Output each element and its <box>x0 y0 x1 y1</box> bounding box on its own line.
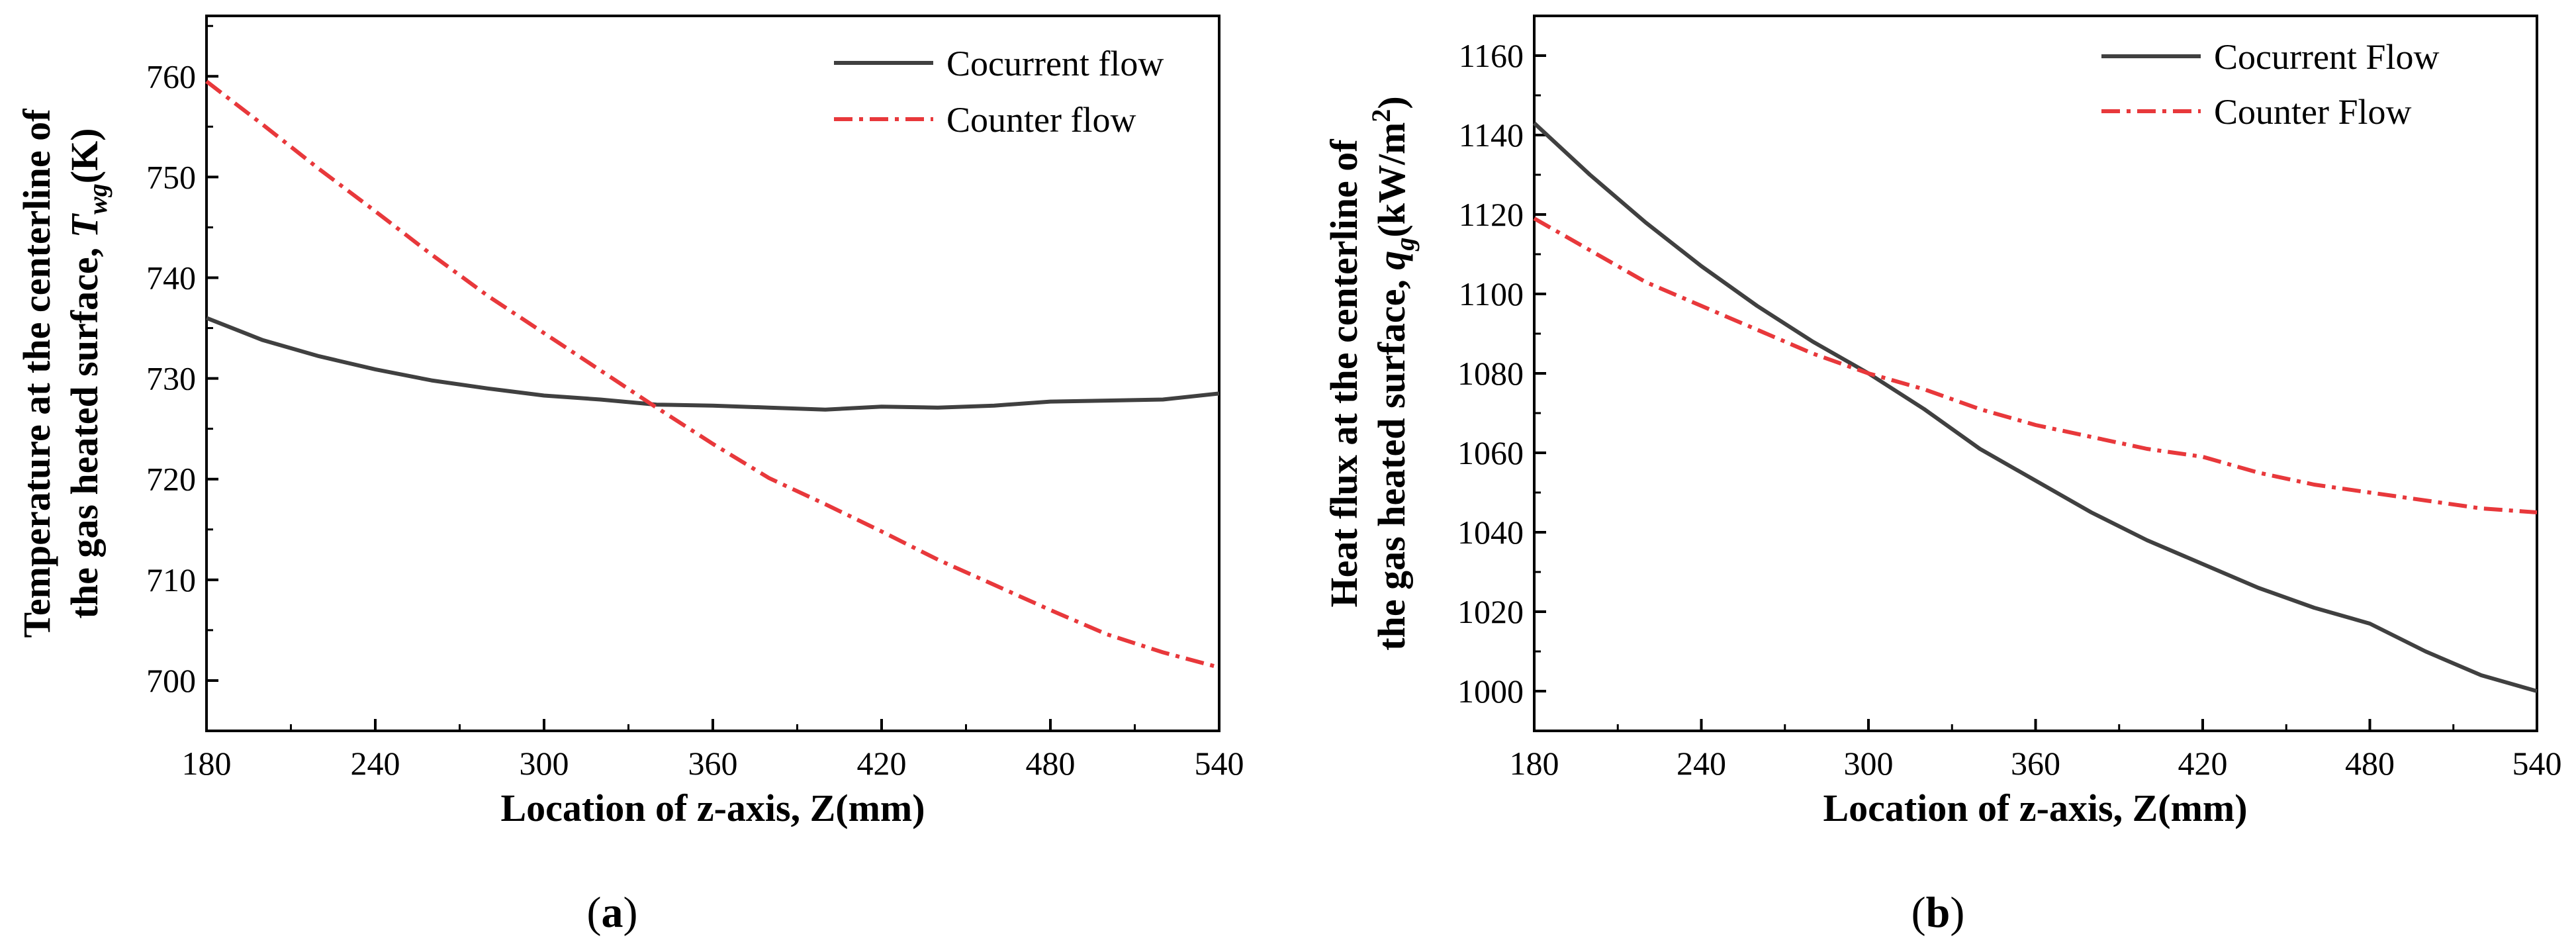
y-tick-label: 760 <box>146 58 196 95</box>
y-tick-label: 720 <box>146 461 196 498</box>
y-axis-label-b-line2: the gas heated surface, qg(kW/m2) <box>1366 96 1420 650</box>
x-tick-label: 540 <box>2512 745 2562 782</box>
caption-b: (b) <box>1911 888 1965 937</box>
legend-a-cocurrent-label: Cocurrent flow <box>946 44 1164 83</box>
y-axis-label-b-prefix: the gas heated surface, <box>1370 270 1413 651</box>
y-tick-label: 710 <box>146 561 196 598</box>
y-axis-label-b-line1: Heat flux at the centerline of <box>1322 139 1365 608</box>
series-line-counter-flow <box>205 79 1220 670</box>
y-axis-label-a-line1: Temperature at the centerline of <box>15 109 58 638</box>
x-tick-label: 240 <box>351 745 400 782</box>
y-tick-label: 1040 <box>1457 514 1524 551</box>
legend-b-counter-label: Counter Flow <box>2214 92 2412 132</box>
legend-b-cocurrent-label: Cocurrent Flow <box>2214 37 2439 77</box>
y-tick-label: 700 <box>146 662 196 699</box>
y-axis-label-a: Temperature at the centerline of the gas… <box>15 109 113 638</box>
x-tick-label: 180 <box>1510 745 1559 782</box>
x-tick-label: 240 <box>1677 745 1726 782</box>
y-axis-label-a-prefix: the gas heated surface, <box>63 238 106 618</box>
y-axis-label-a-subscript: wg <box>83 183 113 214</box>
y-axis-label-b-unit: (kW/m <box>1370 122 1413 238</box>
x-tick-label: 180 <box>182 745 232 782</box>
x-tick-label: 480 <box>1026 745 1076 782</box>
y-axis-label-b: Heat flux at the centerline of the gas h… <box>1322 96 1420 650</box>
legend-b: Cocurrent Flow Counter Flow <box>2101 37 2439 132</box>
y-axis-label-b-superscript: 2 <box>1366 109 1396 122</box>
y-tick-label: 1160 <box>1459 37 1524 74</box>
y-axis-label-b-close: ) <box>1370 96 1413 109</box>
x-tick-label: 480 <box>2345 745 2395 782</box>
x-axis-label-a: Location of z-axis, Z(mm) <box>500 786 925 830</box>
panel-b: 180 240 300 360 420 480 540 1000 1020 1040 1060 108… <box>1322 15 2562 937</box>
y-axis-label-a-symbol: T <box>63 213 106 238</box>
series-line-counter-flow <box>1533 216 2538 514</box>
y-tick-label: 1020 <box>1457 593 1524 630</box>
series-line-cocurrent-flow <box>1532 121 2538 693</box>
ticks-a: 180 240 300 360 420 480 540 700 710 720 730 740 750 7… <box>146 24 1244 782</box>
x-tick-label: 300 <box>520 745 569 782</box>
series-b <box>1532 121 2538 693</box>
y-tick-label: 1080 <box>1457 355 1524 392</box>
panel-a: 180 240 300 360 420 480 540 700 710 720 730 740 750 7… <box>15 15 1244 937</box>
y-tick-label: 1140 <box>1459 117 1524 154</box>
caption-a: (a) <box>587 888 638 937</box>
ticks-b: 180 240 300 360 420 480 540 1000 1020 1040 1060 108… <box>1457 37 2562 782</box>
series-a <box>205 79 1220 670</box>
x-tick-label: 300 <box>1844 745 1894 782</box>
x-tick-label: 420 <box>2178 745 2228 782</box>
x-tick-label: 360 <box>2011 745 2060 782</box>
y-tick-label: 1100 <box>1459 275 1524 312</box>
legend-a-counter-label: Counter flow <box>946 100 1136 140</box>
y-tick-label: 740 <box>146 259 196 296</box>
legend-a: Cocurrent flow Counter flow <box>834 44 1164 140</box>
y-axis-label-b-symbol: q <box>1370 251 1413 270</box>
y-axis-label-a-line2: the gas heated surface, Twg(K) <box>63 128 113 619</box>
y-axis-label-a-unit: (K) <box>63 128 106 184</box>
x-tick-label: 360 <box>688 745 738 782</box>
y-tick-label: 730 <box>146 360 196 397</box>
y-tick-label: 1060 <box>1457 434 1524 471</box>
y-tick-label: 750 <box>146 158 196 195</box>
x-tick-label: 540 <box>1195 745 1244 782</box>
x-axis-label-b: Location of z-axis, Z(mm) <box>1823 786 2247 830</box>
y-axis-label-b-subscript: g <box>1390 238 1420 252</box>
y-tick-label: 1000 <box>1457 673 1524 710</box>
x-tick-label: 420 <box>857 745 907 782</box>
series-line-cocurrent-flow <box>205 316 1220 412</box>
y-tick-label: 1120 <box>1459 196 1524 233</box>
